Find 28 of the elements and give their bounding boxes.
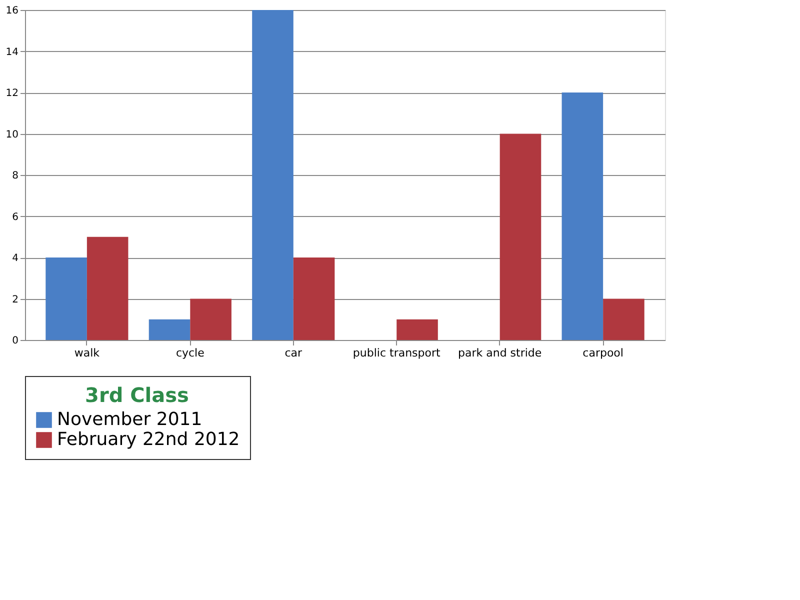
y-tick-label: 6 <box>12 212 18 223</box>
y-tick-label: 14 <box>6 46 18 58</box>
y-tick-label: 12 <box>6 88 18 99</box>
x-tick-label: walk <box>74 346 100 360</box>
bar <box>500 134 542 340</box>
bar <box>252 10 294 340</box>
bar <box>86 236 128 340</box>
bar <box>190 298 232 340</box>
bar <box>562 92 604 340</box>
bar <box>603 298 644 340</box>
x-tick-label: park and stride <box>458 346 542 360</box>
x-tick-label: public transport <box>352 346 442 360</box>
legend-label: February 22nd 2012 <box>57 429 240 450</box>
y-tick-label: 10 <box>6 129 18 140</box>
bar <box>396 319 438 340</box>
y-tick-label: 2 <box>12 294 18 306</box>
y-tick-label: 4 <box>12 253 18 264</box>
x-tick-label: carpool <box>582 346 624 360</box>
y-tick-label: 0 <box>12 336 18 346</box>
legend-title: 3rd Class <box>85 383 189 407</box>
legend-label: November 2011 <box>57 409 202 430</box>
x-tick-label: cycle <box>176 346 205 360</box>
y-tick-label: 16 <box>6 6 18 16</box>
y-tick-label: 8 <box>12 170 18 182</box>
bar <box>46 258 87 340</box>
bar <box>148 319 190 340</box>
x-tick-label: car <box>284 346 303 360</box>
bar <box>293 258 335 340</box>
